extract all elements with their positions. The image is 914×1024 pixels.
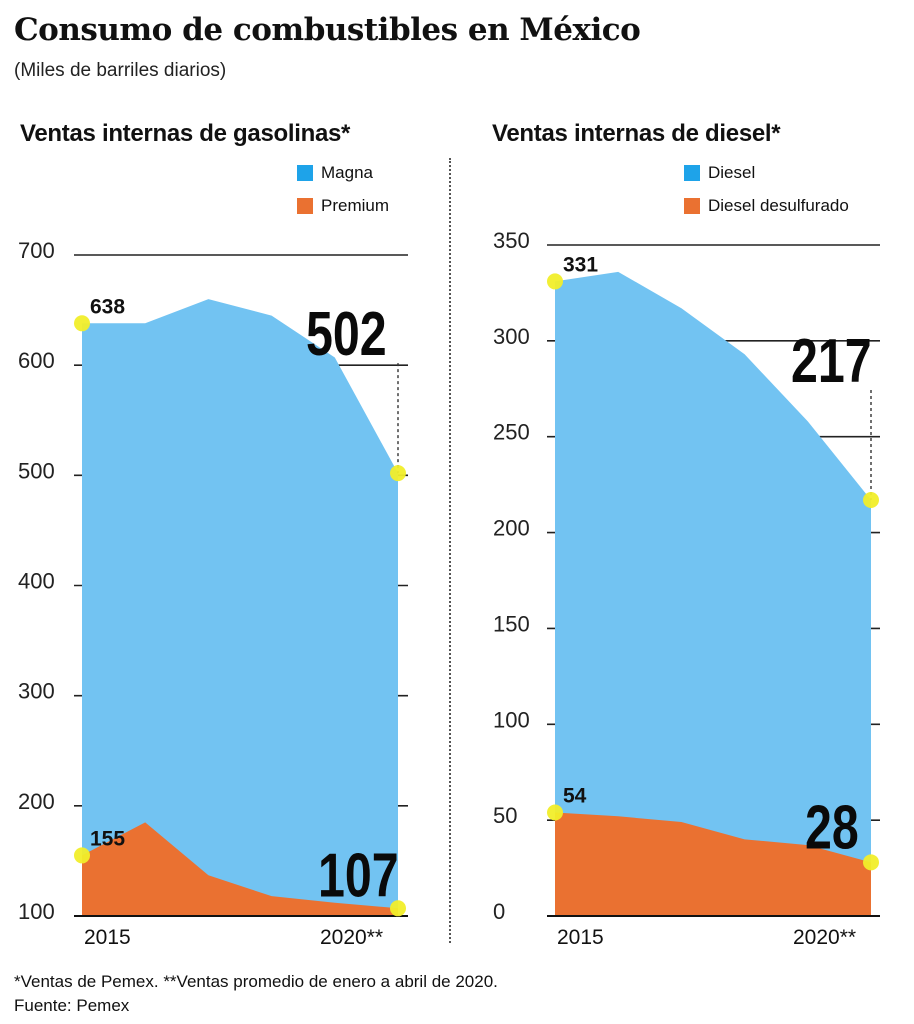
- legend-swatch-diesel: [684, 165, 700, 181]
- diesel-data-marker: [863, 491, 879, 508]
- diesel-series-diesel-desulfurado-area: [555, 812, 871, 916]
- diesel-data-label: 331: [563, 253, 598, 276]
- diesel-data-label-big: 28: [805, 793, 859, 862]
- diesel-y-tick-label: 50: [493, 803, 517, 828]
- diesel-series-diesel-area: [555, 271, 871, 917]
- gas-y-tick-label: 500: [18, 458, 55, 483]
- legend-item-magna: Magna: [297, 163, 373, 183]
- diesel-data-marker: [863, 854, 879, 871]
- diesel-data-label-big: 217: [791, 326, 872, 395]
- legend-item-diesel-desulfurado: Diesel desulfurado: [684, 196, 849, 216]
- diesel-y-tick-label: 300: [493, 324, 530, 349]
- diesel-panel-title: Ventas internas de diesel*: [492, 120, 781, 147]
- gas-y-tick-label: 600: [18, 348, 55, 373]
- gas-series-premium-area: [82, 822, 398, 916]
- diesel-y-tick-label: 100: [493, 707, 530, 732]
- diesel-y-tick-label: 150: [493, 611, 530, 636]
- gas-series-magna-area: [82, 299, 398, 917]
- footnote-source: Fuente: Pemex: [14, 996, 130, 1015]
- gas-y-tick-label: 300: [18, 679, 55, 704]
- diesel-y-tick-label: 250: [493, 420, 530, 445]
- legend-label-diesel: Diesel: [708, 163, 756, 182]
- gas-data-label: 638: [90, 295, 125, 318]
- gas-y-tick-label: 700: [18, 238, 55, 263]
- legend-swatch-diesel-desulfurado: [684, 198, 700, 214]
- legend-swatch-magna: [297, 165, 313, 181]
- chart-subtitle: (Miles de barriles diarios): [14, 60, 227, 81]
- gas-data-marker: [74, 315, 90, 332]
- gas-y-tick-label: 100: [18, 899, 55, 924]
- gas-data-marker: [390, 465, 406, 482]
- diesel-y-tick-label: 350: [493, 228, 530, 253]
- legend-label-premium: Premium: [321, 196, 390, 215]
- legend-label-magna: Magna: [321, 163, 373, 182]
- legend-item-diesel: Diesel: [684, 163, 755, 183]
- gas-data-label-big: 502: [306, 299, 387, 368]
- gas-data-marker: [390, 900, 406, 917]
- panel-divider: [449, 158, 451, 943]
- gas-data-label: 155: [90, 827, 125, 850]
- gas-y-tick-label: 200: [18, 789, 55, 814]
- diesel-y-tick-label: 200: [493, 516, 530, 541]
- legend-item-premium: Premium: [297, 196, 389, 216]
- gas-data-label-big: 107: [318, 841, 399, 910]
- diesel-x-tick-label: 2020**: [793, 926, 856, 949]
- legend-label-diesel-desulfurado: Diesel desulfurado: [708, 196, 849, 215]
- diesel-y-tick-label: 0: [493, 899, 505, 924]
- diesel-data-marker: [547, 273, 563, 290]
- diesel-data-marker: [547, 804, 563, 821]
- diesel-data-label: 54: [563, 784, 587, 807]
- gas-x-tick-label: 2015: [84, 926, 131, 949]
- chart-title: Consumo de combustibles en México: [14, 12, 641, 48]
- footnote-note: *Ventas de Pemex. **Ventas promedio de e…: [14, 972, 498, 991]
- diesel-x-tick-label: 2015: [557, 926, 604, 949]
- gas-x-tick-label: 2020**: [320, 926, 383, 949]
- legend-swatch-premium: [297, 198, 313, 214]
- gas-data-marker: [74, 847, 90, 864]
- gas-y-tick-label: 400: [18, 569, 55, 594]
- gasolinas-panel-title: Ventas internas de gasolinas*: [20, 120, 351, 147]
